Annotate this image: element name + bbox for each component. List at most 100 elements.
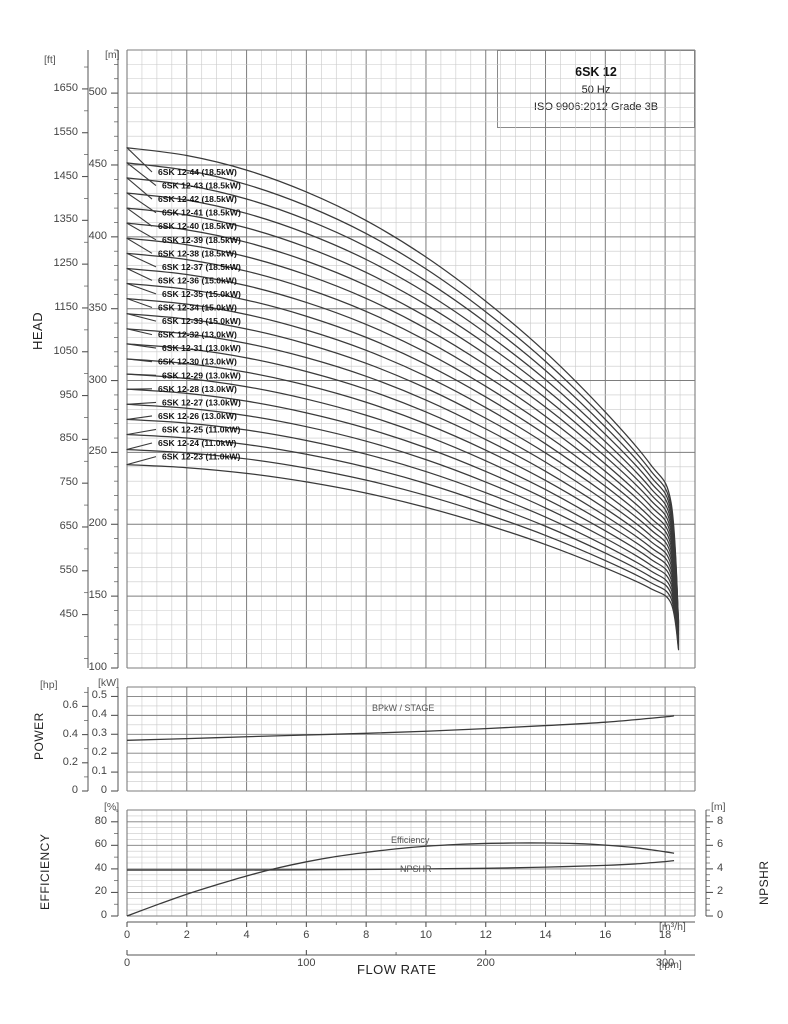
efficiency-grid (126, 809, 696, 917)
head-curve-label-41: 6SK 12-41 (18.5kW) (162, 208, 241, 218)
head-tick-m-400: 400 (88, 229, 107, 242)
flow-rate-axis (126, 921, 695, 956)
head-tick-m-500: 500 (88, 86, 107, 99)
head-curve-31 (126, 343, 680, 640)
head-tick-m-300: 300 (88, 373, 107, 386)
head-curve-23 (126, 464, 680, 651)
power-curve-group: BPkW / STAGE (126, 703, 675, 741)
npshr-tick-8: 8 (717, 814, 724, 827)
npshr-tick-4: 4 (717, 861, 724, 874)
head-curve-42 (126, 177, 680, 625)
power-curve-label: BPkW / STAGE (372, 703, 434, 713)
pump-model: 6SK 12 (575, 65, 617, 79)
head-curve-leader-24 (126, 442, 153, 451)
head-curve-33 (126, 313, 680, 637)
power-tick-hp-0.4: 0.4 (62, 727, 78, 740)
head-curve-label-35: 6SK 12-35 (15.0kW) (162, 289, 241, 299)
efficiency-tick-80: 80 (94, 814, 107, 827)
flow-tick-lpm-100: 100 (297, 957, 316, 969)
head-curve-leader-36 (126, 268, 153, 281)
head-curve-29 (126, 373, 680, 643)
head-curve-leader-39 (126, 222, 157, 241)
head-curve-label-33: 6SK 12-33 (15.0kW) (162, 316, 241, 326)
power-tick-kw-0.4: 0.4 (91, 708, 107, 721)
head-curve-label-34: 6SK 12-34 (15.0kW) (158, 303, 237, 313)
head-curve-label-40: 6SK 12-40 (18.5kW) (158, 221, 237, 231)
head-tick-ft-1450: 1450 (53, 169, 78, 182)
head-curve-34 (126, 298, 680, 636)
head-curve-37 (126, 252, 680, 632)
head-curve-36 (126, 267, 680, 633)
head-curve-leader-27 (126, 401, 157, 405)
head-curve-leader-31 (126, 343, 157, 349)
head-curve-label-42: 6SK 12-42 (18.5kW) (158, 194, 237, 204)
head-curve-41 (126, 192, 680, 626)
head-tick-ft-450: 450 (59, 607, 78, 620)
head-curve-label-29: 6SK 12-29 (13.0kW) (162, 370, 241, 380)
head-curve-35 (126, 282, 680, 635)
efficiency-curve-group: Efficiency NPSHR (126, 835, 675, 917)
power-tick-hp-0: 0 (71, 784, 78, 796)
head-tick-ft-750: 750 (59, 476, 78, 489)
head-m-unit: [m] (105, 49, 120, 61)
head-curve-39 (126, 222, 680, 629)
flow-tick-m3h-4: 4 (243, 929, 250, 941)
head-tick-m-450: 450 (88, 157, 107, 170)
flow-tick-m3h-6: 6 (303, 929, 310, 941)
power-tick-hp-0.2: 0.2 (62, 755, 78, 768)
npshr-tick-0: 0 (717, 909, 724, 921)
head-curve-leader-34 (126, 298, 153, 309)
head-curve-label-37: 6SK 12-37 (18.5kW) (162, 262, 241, 272)
head-curve-label-36: 6SK 12-36 (15.0kW) (158, 275, 237, 285)
flow-tick-m3h-2: 2 (183, 929, 190, 941)
efficiency-tick-20: 20 (94, 885, 107, 898)
head-curve-label-39: 6SK 12-39 (18.5kW) (162, 235, 241, 245)
flow-tick-m3h-18: 18 (658, 929, 672, 941)
power-curve (126, 715, 675, 741)
power-tick-kw-0.1: 0.1 (91, 765, 107, 778)
head-curve-label-32: 6SK 12-32 (13.0kW) (158, 330, 237, 340)
efficiency-curve-label: Efficiency (391, 835, 430, 845)
efficiency-tick-40: 40 (94, 861, 107, 874)
title-box: 6SK 12 50 Hz ISO 9906:2012 Grade 3B (497, 50, 695, 128)
power-tick-kw-0.3: 0.3 (91, 727, 107, 740)
head-curve-leader-40 (126, 207, 153, 227)
head-curve-43 (126, 162, 680, 624)
head-axis-ticks (82, 49, 119, 669)
head-tick-ft-550: 550 (59, 563, 78, 576)
head-curve-27 (126, 403, 680, 645)
curve-label-group: 6SK 12-44 (18.5kW) 6SK 12-43 (18.5kW) 6SK … (126, 147, 241, 466)
head-curve-label-27: 6SK 12-27 (13.0kW) (162, 397, 241, 407)
head-curve-24 (126, 448, 680, 649)
power-hp-unit: [hp] (40, 679, 58, 691)
head-curve-26 (126, 418, 680, 647)
head-curve-leader-35 (126, 282, 157, 295)
head-curve-leader-43 (126, 162, 157, 187)
head-curve-group (126, 147, 680, 651)
head-curve-leader-23 (126, 456, 157, 466)
flow-tick-m3h-10: 10 (419, 929, 433, 941)
head-curve-label-23: 6SK 12-23 (11.0kW) (162, 452, 240, 462)
power-tick-hp-0.6: 0.6 (62, 699, 78, 712)
head-curve-label-43: 6SK 12-43 (18.5kW) (162, 181, 241, 191)
flow-m3h-unit: [m³/h] (659, 921, 686, 933)
head-tick-m-350: 350 (88, 301, 107, 314)
power-tick-kw-0.2: 0.2 (91, 746, 107, 759)
head-curve-leader-25 (126, 428, 157, 436)
head-curve-label-38: 6SK 12-38 (18.5kW) (158, 248, 237, 258)
flow-tick-m3h-14: 14 (539, 929, 552, 941)
efficiency-tick-60: 60 (94, 838, 107, 851)
npshr-unit: [m] (711, 801, 726, 813)
head-curve-label-28: 6SK 12-28 (13.0kW) (158, 384, 237, 394)
flow-tick-m3h-16: 16 (599, 929, 612, 941)
power-axis-ticks (82, 687, 119, 792)
npshr-tick-6: 6 (717, 838, 724, 851)
head-tick-ft-650: 650 (59, 519, 78, 532)
head-tick-m-150: 150 (88, 589, 107, 602)
power-tick-kw-0.5: 0.5 (91, 689, 107, 702)
head-tick-m-250: 250 (88, 445, 107, 458)
flow-tick-lpm-200: 200 (476, 957, 495, 969)
npshr-curve-label: NPSHR (400, 864, 432, 874)
